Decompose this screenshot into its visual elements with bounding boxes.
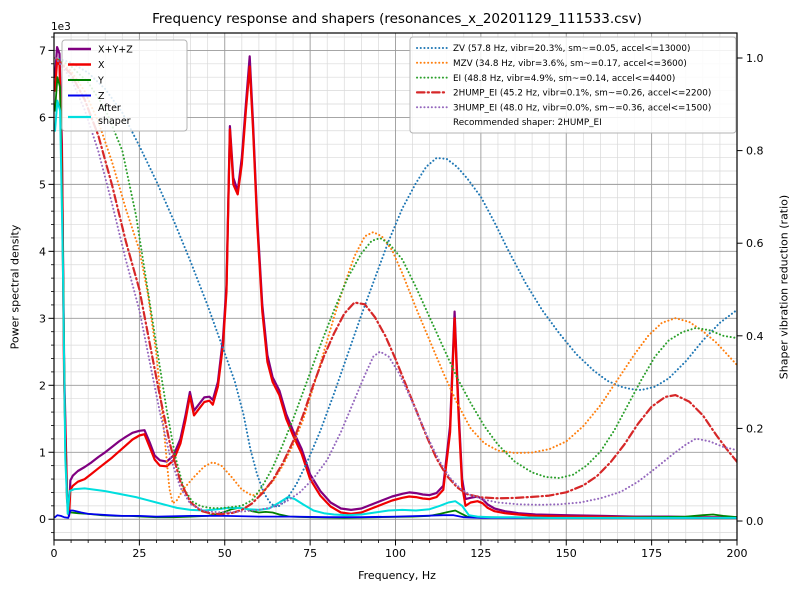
svg-text:X: X [98,60,105,71]
recommended-shaper-note: Recommended shaper: 2HUMP_EI [453,118,602,128]
y-right-tick-label: 1.0 [746,52,764,65]
y-right-tick-label: 0.8 [746,145,764,158]
y-left-tick-label: 4 [39,245,46,258]
svg-text:MZV (34.8 Hz, vibr=3.6%, sm~=0: MZV (34.8 Hz, vibr=3.6%, sm~=0.17, accel… [453,59,687,69]
svg-text:EI (48.8 Hz, vibr=4.9%, sm~=0.: EI (48.8 Hz, vibr=4.9%, sm~=0.14, accel<… [453,74,675,84]
y-left-tick-label: 3 [39,312,46,325]
y-right-tick-label: 0.2 [746,422,764,435]
legend-entry-zv: ZV (57.8 Hz, vibr=20.3%, sm~=0.05, accel… [416,44,690,54]
x-tick-label: 50 [218,547,232,560]
legend-entry-after-shaper: After shaper [68,103,131,127]
svg-text:X+Y+Z: X+Y+Z [98,45,133,56]
y-left-tick-label: 7 [39,44,46,57]
y-right-tick-label: 0.4 [746,330,764,343]
svg-text:ZV (57.8 Hz, vibr=20.3%, sm~=0: ZV (57.8 Hz, vibr=20.3%, sm~=0.05, accel… [453,44,690,54]
legend-shapers: ZV (57.8 Hz, vibr=20.3%, sm~=0.05, accel… [409,36,737,134]
svg-text:shaper: shaper [98,116,131,127]
series-3hump_ei [54,57,737,514]
legend-entry-y: Y [68,76,104,87]
legend-entry-ei: EI (48.8 Hz, vibr=4.9%, sm~=0.14, accel<… [416,74,675,84]
x-tick-label: 0 [51,547,58,560]
legend-entry-x: X [68,60,105,71]
y-left-tick-label: 2 [39,379,46,392]
legend-entry-x+y+z: X+Y+Z [68,45,133,56]
series-2hump_ei [54,56,737,516]
legend-entry-2hump_ei: 2HUMP_EI (45.2 Hz, vibr=0.1%, sm~=0.26, … [415,89,711,99]
series-x [54,59,737,519]
x-tick-label: 75 [303,547,317,560]
chart-title: Frequency response and shapers (resonanc… [152,11,642,27]
y-left-tick-label: 5 [39,178,46,191]
x-tick-label: 175 [641,547,662,560]
svg-text:Y: Y [97,76,104,87]
y-left-tick-label: 1 [39,446,46,459]
series-mzv [54,57,737,505]
series-group [54,46,737,519]
y-axis-offset-label: 1e3 [51,21,71,33]
y-right-tick-label: 0.6 [746,237,764,250]
legend-entry-z: Z [68,91,105,102]
svg-text:Z: Z [98,91,105,102]
x-axis-label: Frequency, Hz [358,569,436,582]
y-left-tick-label: 0 [39,513,46,526]
x-tick-label: 125 [470,547,491,560]
legend-entry-mzv: MZV (34.8 Hz, vibr=3.6%, sm~=0.17, accel… [416,59,687,69]
tick-labels: 0 25 50 75 100 125 150 175 200 0 1 2 3 4 5 6 7 0.0 0.2 0.4 0… [39,44,764,560]
x-tick-label: 200 [727,547,748,560]
svg-text:After: After [98,103,121,114]
x-tick-label: 25 [132,547,146,560]
y-right-tick-label: 0.0 [746,515,764,528]
y-left-tick-label: 6 [39,111,46,124]
x-tick-label: 150 [556,547,577,560]
tick-marks [48,36,743,546]
x-tick-label: 100 [385,547,406,560]
svg-text:2HUMP_EI (45.2 Hz, vibr=0.1%,: 2HUMP_EI (45.2 Hz, vibr=0.1%, sm~=0.26, … [453,89,711,99]
legend-entry-3hump_ei: 3HUMP_EI (48.0 Hz, vibr=0.0%, sm~=0.36, … [416,103,711,113]
svg-text:3HUMP_EI (48.0 Hz, vibr=0.0%,: 3HUMP_EI (48.0 Hz, vibr=0.0%, sm~=0.36, … [453,103,711,113]
series-z [54,509,737,519]
